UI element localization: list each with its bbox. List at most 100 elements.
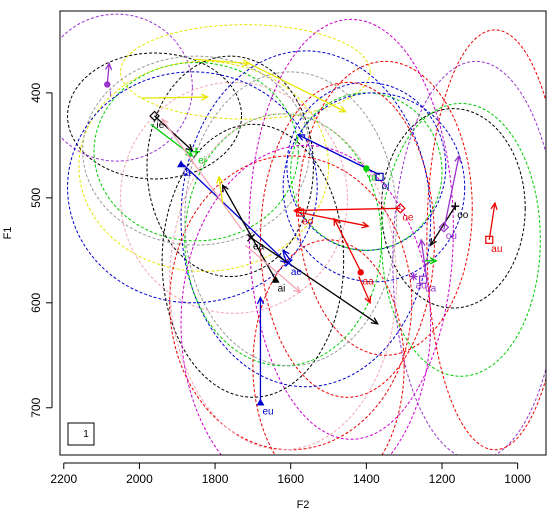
point-label-ae: ae — [291, 267, 303, 278]
point-au — [485, 235, 494, 244]
ellipse-yellow — [120, 24, 371, 120]
arrowhead-purple — [418, 238, 426, 247]
ellipse-red — [252, 239, 405, 455]
arrow-blue — [182, 163, 288, 264]
arrow-purple — [420, 239, 428, 280]
y-axis-title: F1 — [2, 227, 14, 240]
arrow-purple — [106, 63, 110, 85]
point-ai — [271, 275, 280, 283]
arrowhead-black — [429, 238, 437, 247]
arrowhead-red — [361, 221, 370, 229]
point-ui — [363, 165, 370, 172]
y-tick-label: 500 — [29, 188, 43, 208]
point-label-ei: ei — [198, 156, 206, 167]
arrow-pink — [244, 244, 301, 293]
arrowhead-black — [221, 183, 229, 193]
arrow-red — [488, 202, 496, 240]
arrow-purple — [443, 155, 460, 230]
ellipse-red — [426, 29, 546, 451]
point-oe — [395, 202, 406, 214]
ellipse-gray — [82, 55, 311, 246]
point-ea — [247, 233, 255, 242]
arrow-yellow — [141, 96, 208, 99]
x-tick-label: 2000 — [126, 472, 153, 486]
point-label-ai: ai — [278, 284, 286, 295]
arrowhead-red — [490, 201, 498, 210]
arrowhead-red — [333, 217, 341, 226]
ellipse-black — [67, 52, 243, 180]
point-label-eo: eo — [302, 217, 314, 228]
arrow-black — [154, 115, 193, 152]
point-label-ui: ui — [368, 172, 376, 183]
point-label-oo: oo — [457, 210, 469, 221]
arrow-yellow — [194, 58, 250, 65]
arrow-red — [294, 207, 401, 212]
ellipse-magenta — [180, 144, 432, 455]
x-axis: 2200 2000 1800 1600 1400 1200 1000 — [50, 462, 531, 486]
x-tick-label: 1600 — [277, 472, 304, 486]
point-ae — [284, 258, 293, 267]
arrowhead-blue — [296, 134, 306, 141]
arrowhead-black — [185, 143, 194, 152]
ellipse-pink — [169, 113, 398, 451]
point-aa — [357, 269, 364, 276]
point-label-ua: ua — [425, 284, 437, 295]
arrowhead-green — [429, 257, 438, 265]
arrowhead-yellow — [338, 105, 347, 113]
ellipse-purple — [60, 13, 193, 162]
x-tick-label: 1000 — [504, 472, 531, 486]
ellipse-layer — [60, 13, 546, 455]
point-ou — [438, 221, 450, 233]
arrowhead-black — [370, 317, 379, 325]
point-ia — [177, 160, 186, 168]
arrow-black — [430, 205, 456, 246]
arrowhead-pink — [161, 117, 169, 127]
arrowhead-yellow — [200, 93, 209, 101]
point-i — [104, 81, 111, 88]
point-label-ea: ea — [253, 242, 265, 253]
arrow-yellow — [248, 62, 346, 113]
x-axis-title: F2 — [297, 499, 310, 511]
y-tick-label: 600 — [29, 292, 43, 312]
point-ao — [409, 272, 418, 281]
arrow-blue — [282, 249, 292, 262]
legend: 1 — [67, 422, 95, 446]
y-axis: 400 500 600 700 — [29, 83, 53, 418]
y-tick-label: 400 — [29, 83, 43, 103]
y-tick-label: 700 — [29, 397, 43, 417]
legend-label: 1 — [83, 429, 89, 440]
arrowhead-yellow — [216, 175, 224, 184]
arrowhead-blue — [256, 296, 265, 305]
ellipse-black — [146, 55, 314, 278]
ellipse-magenta — [248, 18, 454, 440]
arrowhead-purple — [105, 61, 113, 71]
arrowhead-purple — [454, 154, 462, 163]
point-ie — [149, 110, 160, 122]
point-oi — [375, 172, 384, 181]
point-label-ie: ie — [157, 120, 165, 131]
plot-frame — [59, 10, 547, 456]
ellipse-blue — [286, 81, 447, 251]
ellipse-green — [93, 61, 299, 242]
ellipse-green — [380, 102, 541, 377]
ellipse-red — [297, 60, 473, 356]
point-eu — [256, 398, 265, 406]
point-label-ia: ia — [183, 168, 191, 179]
vector-layer — [105, 58, 498, 403]
ellipse-blue — [180, 50, 432, 388]
x-tick-label: 1400 — [353, 472, 380, 486]
arrow-yellow — [218, 176, 224, 204]
point-label-oi: oi — [382, 181, 390, 192]
point-label-oe: oe — [402, 212, 414, 223]
arrowhead-blue — [282, 249, 290, 258]
point-label-ou: ou — [446, 231, 457, 242]
ellipse-blue — [67, 71, 318, 304]
arrow-pink — [161, 118, 243, 230]
arrowhead-pink — [293, 285, 302, 294]
ellipse-black — [161, 123, 345, 398]
ellipse-green — [290, 92, 443, 251]
arrow-red — [333, 218, 362, 272]
arrow-black — [250, 237, 379, 325]
